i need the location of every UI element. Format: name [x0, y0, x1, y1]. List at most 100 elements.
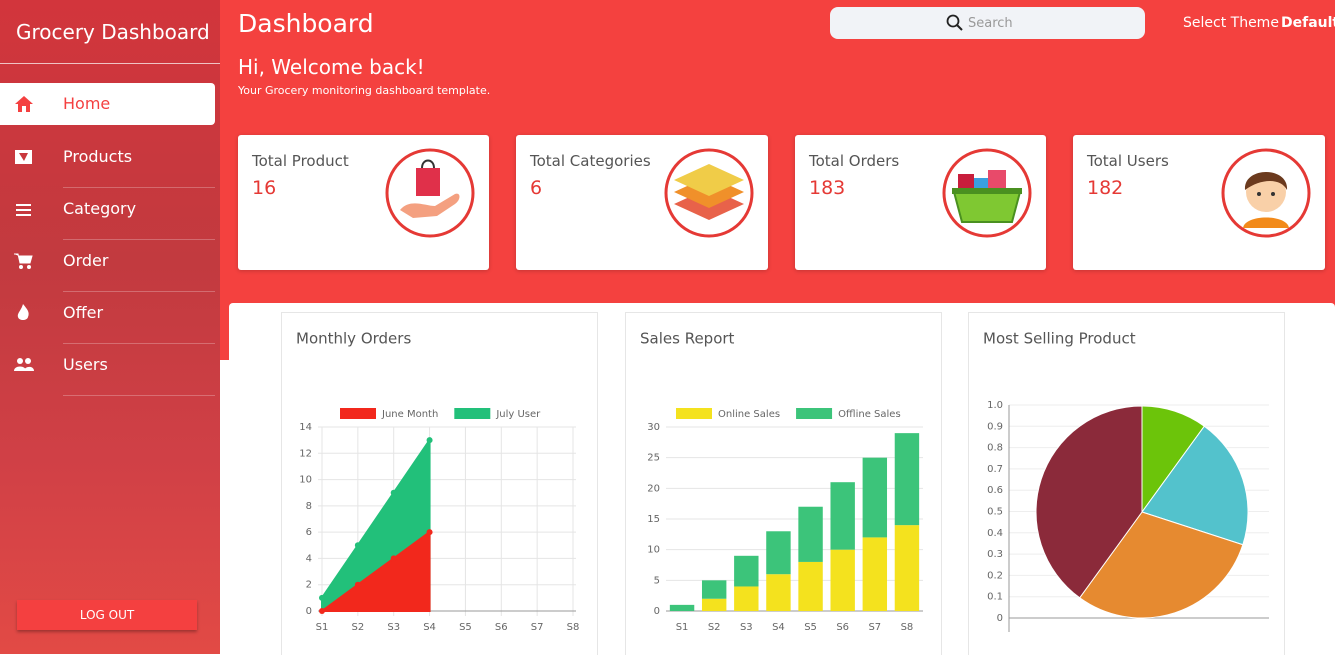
theme-select[interactable]: Default — [1281, 15, 1335, 31]
y-tick-label: 4 — [306, 553, 312, 564]
bar-segment — [798, 506, 823, 562]
legend-label: Online Sales — [718, 409, 780, 420]
stat-card: Total Categories 6 — [516, 135, 768, 270]
menu-item[interactable]: Category — [0, 188, 215, 240]
x-tick-label: S8 — [567, 622, 580, 633]
divider — [0, 63, 220, 64]
legend-label: July User — [495, 409, 541, 420]
bar-segment — [798, 561, 823, 611]
y-tick-label: 30 — [647, 422, 660, 433]
x-tick-label: S2 — [351, 622, 364, 633]
stat-card: Total Users 182 — [1073, 135, 1325, 270]
menu-item[interactable]: Home — [0, 83, 215, 125]
y-tick-label: 0.3 — [987, 549, 1003, 560]
stat-icon — [942, 148, 1032, 238]
y-tick-label: 0.8 — [987, 443, 1003, 454]
x-tick-label: S6 — [836, 622, 849, 633]
y-tick-label: 0.1 — [987, 592, 1003, 603]
menu-label: Home — [63, 94, 111, 113]
subtitle: Your Grocery monitoring dashboard templa… — [238, 84, 491, 97]
y-tick-label: 10 — [299, 475, 312, 486]
point — [319, 594, 325, 601]
y-tick-label: 14 — [299, 422, 312, 433]
y-tick-label: 0.7 — [987, 464, 1003, 475]
menu-label: Users — [63, 355, 108, 374]
chart-title: Sales Report — [640, 330, 735, 348]
icon — [15, 150, 32, 164]
bar-segment — [894, 433, 920, 526]
point — [319, 608, 325, 614]
point — [426, 437, 433, 444]
bar-segment — [894, 525, 920, 611]
legend-label: June Month — [381, 409, 438, 420]
bar-segment — [734, 586, 759, 611]
bar-segment — [766, 574, 791, 611]
x-tick-label: S5 — [459, 622, 472, 633]
menu-label: Category — [63, 199, 137, 218]
search-icon — [946, 14, 963, 31]
x-tick-label: S5 — [804, 622, 817, 633]
point — [390, 555, 397, 562]
x-tick-label: S7 — [531, 622, 544, 633]
bar-segment — [701, 598, 727, 611]
menu-item[interactable]: Order — [0, 240, 215, 292]
y-tick-label: 0.5 — [987, 507, 1003, 518]
stat-card: Total Product 16 — [238, 135, 489, 270]
bar-segment — [766, 531, 791, 575]
y-tick-label: 5 — [654, 575, 660, 586]
icon — [14, 358, 34, 371]
bar-segment — [734, 555, 759, 587]
search-box[interactable]: Search — [830, 7, 1145, 39]
y-tick-label: 2 — [306, 580, 312, 591]
bar-segment — [830, 549, 855, 611]
y-tick-label: 1.0 — [987, 400, 1003, 411]
stat-label: Total Users — [1087, 152, 1169, 170]
chart-title: Monthly Orders — [296, 330, 411, 348]
y-tick-label: 10 — [647, 545, 660, 556]
bar-segment — [862, 537, 888, 611]
bar-segment — [862, 457, 888, 538]
y-tick-label: 20 — [647, 483, 660, 494]
chart: Sales Report 0 5 10 15 20 25 30 Online Sales Offl… — [640, 330, 923, 633]
chart-title: Most Selling Product — [983, 330, 1136, 348]
menu-label: Products — [63, 147, 133, 166]
x-tick-label: S6 — [495, 622, 508, 633]
x-tick-label: S1 — [316, 622, 329, 633]
theme-label: Select Theme — [1183, 15, 1279, 31]
y-tick-label: 0 — [306, 606, 312, 617]
stat-value: 6 — [530, 177, 543, 199]
icon — [14, 253, 33, 269]
y-tick-label: 0 — [654, 606, 660, 617]
stat-card: Total Orders 183 — [795, 135, 1046, 270]
logout-button[interactable]: LOG OUT — [17, 600, 197, 630]
point — [354, 581, 361, 588]
stat-value: 182 — [1087, 177, 1124, 199]
page-title: Dashboard — [238, 9, 374, 38]
menu-item[interactable]: Users — [0, 344, 215, 396]
menu-label: Order — [63, 251, 109, 270]
x-tick-label: S3 — [387, 622, 400, 633]
legend-swatch — [340, 408, 376, 419]
chart-card: Sales Report 0 5 10 15 20 25 30 Online Sales Offl… — [625, 312, 942, 655]
menu-item[interactable]: Offer — [0, 292, 215, 344]
stat-icon — [664, 148, 754, 238]
menu-label: Offer — [63, 303, 104, 322]
area — [318, 530, 431, 612]
legend-swatch — [676, 408, 712, 419]
pie-slice — [1141, 425, 1249, 546]
x-tick-label: S2 — [708, 622, 721, 633]
sidebar: Grocery Dashboard Home Products Category… — [0, 0, 220, 654]
x-tick-label: S4 — [423, 622, 436, 633]
greeting: Hi, Welcome back! — [238, 55, 425, 79]
brand-title: Grocery Dashboard — [16, 20, 210, 44]
stat-label: Total Categories — [530, 152, 651, 170]
stat-icon — [1221, 148, 1311, 238]
legend-swatch — [796, 408, 833, 419]
y-tick-label: 0.9 — [987, 421, 1003, 432]
y-tick-label: 0.4 — [987, 528, 1003, 539]
menu-item[interactable]: Products — [0, 136, 215, 188]
icon — [16, 204, 31, 216]
chart: Most Selling Product 0 0.1 0.2 0.3 0.4 0.5 0.6 0… — [983, 330, 1269, 632]
legend-swatch — [454, 408, 491, 419]
